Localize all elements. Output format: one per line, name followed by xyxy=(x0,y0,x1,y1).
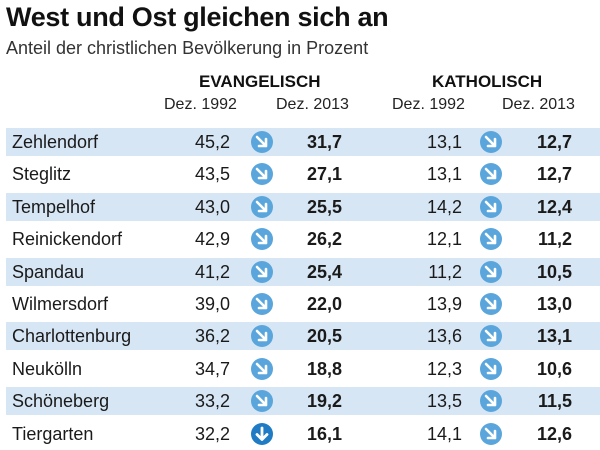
kat-2013-value: 11,2 xyxy=(537,229,572,250)
ev-2013-value: 26,2 xyxy=(306,229,342,250)
down-right-arrow-icon xyxy=(251,260,273,283)
ev-2013-value: 27,1 xyxy=(306,164,342,185)
district-name: Zehlendorf xyxy=(12,132,99,152)
chart-title: West und Ost gleichen sich an xyxy=(6,2,389,32)
down-right-arrow-icon xyxy=(480,390,502,413)
down-right-arrow-icon xyxy=(251,390,273,413)
ev-1992-value: 42,9 xyxy=(194,229,230,250)
kat-2013-value: 12,6 xyxy=(536,423,572,444)
kat-1992-value: 11,2 xyxy=(428,261,462,282)
ev-1992-value: 45,2 xyxy=(194,132,230,152)
kat-2013-value: 10,5 xyxy=(536,261,572,282)
table-row: Steglitz 43,5 27,1 13,1 12,7 xyxy=(6,160,600,188)
kat-1992-value: 13,5 xyxy=(426,391,462,412)
ev-1992-value: 43,5 xyxy=(194,164,230,185)
kat-2013-value: 13,0 xyxy=(536,294,572,314)
ev-2013-value: 16,1 xyxy=(306,423,342,444)
kat-2013-value: 10,6 xyxy=(536,358,572,379)
down-right-arrow-icon xyxy=(480,195,502,218)
down-right-arrow-icon xyxy=(480,325,502,348)
kat-2013-value: 12,7 xyxy=(536,164,572,185)
kat-1992-value: 12,1 xyxy=(426,229,462,250)
down-right-arrow-icon xyxy=(480,163,502,186)
kat-1992-value: 13,9 xyxy=(426,294,462,314)
ev-2013-value: 18,8 xyxy=(306,358,342,379)
district-name: Spandau xyxy=(12,261,85,282)
kat-1992-value: 14,1 xyxy=(426,423,462,444)
down-right-arrow-icon xyxy=(251,195,273,218)
district-name: Tiergarten xyxy=(12,423,94,444)
kat-1992-value: 13,1 xyxy=(426,164,462,185)
column-header-kat-2013: Dez. 2013 xyxy=(502,96,575,113)
kat-1992-value: 13,1 xyxy=(426,132,462,152)
column-header-ev-2013: Dez. 2013 xyxy=(276,96,349,113)
table-row: Reinickendorf 42,9 26,2 12,1 11,2 xyxy=(6,225,600,253)
table-row: Tempelhof 43,0 25,5 14,2 12,4 xyxy=(6,192,600,221)
table-row: Tiergarten 32,2 16,1 14,1 12,6 xyxy=(6,420,600,448)
down-right-arrow-icon xyxy=(480,422,502,445)
down-right-arrow-icon xyxy=(251,131,273,153)
ev-2013-value: 25,4 xyxy=(306,261,342,282)
kat-1992-value: 12,3 xyxy=(426,358,462,379)
down-right-arrow-icon xyxy=(251,325,273,348)
table-row: Charlottenburg 36,2 20,5 13,6 13,1 xyxy=(6,322,600,351)
ev-1992-value: 41,2 xyxy=(194,261,230,282)
kat-1992-value: 13,6 xyxy=(426,326,462,347)
table-row: Wilmersdorf 39,0 22,0 13,9 13,0 xyxy=(6,290,600,318)
ev-1992-value: 36,2 xyxy=(194,326,230,347)
district-name: Reinickendorf xyxy=(12,229,123,250)
ev-1992-value: 32,2 xyxy=(194,423,230,444)
group-header-evangelisch: EVANGELISCH xyxy=(199,72,321,91)
ev-2013-value: 22,0 xyxy=(306,294,342,314)
ev-2013-value: 19,2 xyxy=(306,391,342,412)
down-arrow-icon xyxy=(251,422,273,445)
group-header-katholisch: KATHOLISCH xyxy=(432,72,543,91)
down-right-arrow-icon xyxy=(480,228,502,251)
ev-1992-value: 33,2 xyxy=(194,391,230,412)
kat-2013-value: 11,5 xyxy=(537,391,572,412)
district-name: Tempelhof xyxy=(12,196,96,217)
ev-2013-value: 31,7 xyxy=(306,132,342,152)
down-right-arrow-icon xyxy=(251,163,273,186)
down-right-arrow-icon xyxy=(480,131,502,153)
kat-2013-value: 12,4 xyxy=(536,196,572,217)
ev-1992-value: 34,7 xyxy=(194,358,230,379)
table-row: Schöneberg 33,2 19,2 13,5 11,5 xyxy=(6,387,600,416)
table-row: Zehlendorf 45,2 31,7 13,1 12,7 xyxy=(6,128,600,156)
down-right-arrow-icon xyxy=(480,357,502,380)
chart-subtitle: Anteil der christlichen Bevölkerung in P… xyxy=(6,38,369,58)
district-name: Steglitz xyxy=(12,164,72,185)
down-right-arrow-icon xyxy=(251,228,273,251)
down-right-arrow-icon xyxy=(251,293,273,315)
down-right-arrow-icon xyxy=(251,357,273,380)
district-name: Wilmersdorf xyxy=(12,294,109,314)
district-name: Schöneberg xyxy=(12,391,110,412)
ev-1992-value: 43,0 xyxy=(194,196,230,217)
column-header-kat-1992: Dez. 1992 xyxy=(392,96,465,113)
ev-2013-value: 25,5 xyxy=(306,196,342,217)
ev-1992-value: 39,0 xyxy=(194,294,230,314)
kat-2013-value: 12,7 xyxy=(536,132,572,152)
district-name: Charlottenburg xyxy=(12,326,132,347)
kat-1992-value: 14,2 xyxy=(426,196,462,217)
district-name: Neukölln xyxy=(12,358,83,379)
table-row: Spandau 41,2 25,4 11,2 10,5 xyxy=(6,257,600,286)
down-right-arrow-icon xyxy=(480,260,502,283)
ev-2013-value: 20,5 xyxy=(306,326,342,347)
kat-2013-value: 13,1 xyxy=(536,326,572,347)
table-row: Neukölln 34,7 18,8 12,3 10,6 xyxy=(6,355,600,383)
down-right-arrow-icon xyxy=(480,293,502,315)
column-header-ev-1992: Dez. 1992 xyxy=(164,96,237,113)
